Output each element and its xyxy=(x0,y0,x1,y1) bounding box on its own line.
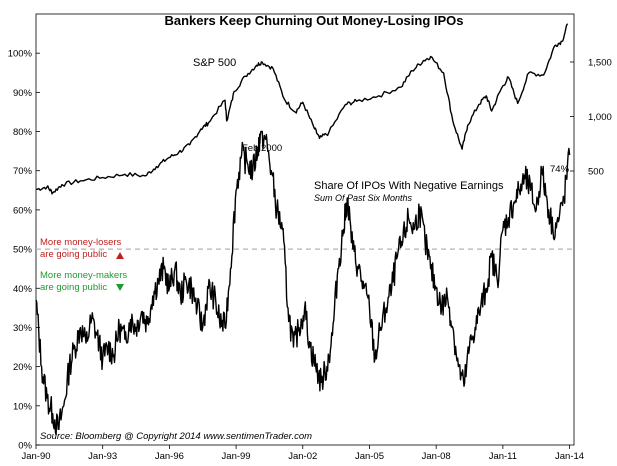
x-tick-label: Jan-90 xyxy=(21,451,50,462)
left-axis: 0% 10% 20% 30% 40% 50% 60% 70% 80% 90% 100% xyxy=(8,49,40,452)
left-tick-label: 80% xyxy=(13,127,33,138)
x-tick-label: Jan-14 xyxy=(555,451,584,462)
left-tick-label: 40% xyxy=(13,284,33,295)
ipo-series-label: Share Of IPOs With Negative Earnings xyxy=(314,180,504,192)
ipo-series-subtitle: Sum Of Past Six Months xyxy=(314,193,413,203)
right-tick-label: 500 xyxy=(588,167,604,178)
up-arrow-icon xyxy=(116,252,124,259)
plot-frame xyxy=(35,13,575,446)
source-note: Source: Bloomberg @ Copyright 2014 www.s… xyxy=(40,431,312,442)
left-tick-label: 10% xyxy=(13,401,33,412)
left-tick-label: 60% xyxy=(13,205,33,216)
left-tick-label: 100% xyxy=(8,49,33,60)
money-makers-line-1: More money-makers xyxy=(40,270,127,281)
money-losers-line-2: are going public xyxy=(40,249,107,260)
ipo-series-line xyxy=(35,130,571,436)
right-axis: 500 1,000 1,500 xyxy=(570,58,612,178)
x-tick-label: Jan-96 xyxy=(155,451,184,462)
annotation-feb-2000: Feb 2000 xyxy=(242,143,282,154)
money-losers-line-1: More money-losers xyxy=(40,237,122,248)
x-axis: Jan-90 Jan-93 Jan-96 Jan-99 Jan-02 Jan-05 Jan-… xyxy=(21,445,584,462)
right-tick-label: 1,000 xyxy=(588,112,612,123)
annotation-74-percent: 74% xyxy=(550,164,570,175)
left-tick-label: 50% xyxy=(13,245,33,256)
left-tick-label: 30% xyxy=(13,323,33,334)
sp500-series-line xyxy=(35,23,569,195)
left-tick-label: 20% xyxy=(13,362,33,373)
x-tick-label: Jan-02 xyxy=(288,451,317,462)
x-tick-label: Jan-08 xyxy=(422,451,451,462)
right-tick-label: 1,500 xyxy=(588,58,612,69)
sp500-label: S&P 500 xyxy=(193,57,236,69)
chart-title: Bankers Keep Churning Out Money-Losing I… xyxy=(164,13,463,28)
x-tick-label: Jan-05 xyxy=(355,451,384,462)
left-tick-label: 90% xyxy=(13,88,33,99)
left-tick-label: 70% xyxy=(13,166,33,177)
x-tick-label: Jan-99 xyxy=(222,451,251,462)
down-arrow-icon xyxy=(116,284,124,291)
x-tick-label: Jan-93 xyxy=(88,451,117,462)
left-tick-label: 0% xyxy=(18,441,32,452)
x-tick-label: Jan-11 xyxy=(489,451,517,462)
money-makers-line-2: are going public xyxy=(40,282,107,293)
